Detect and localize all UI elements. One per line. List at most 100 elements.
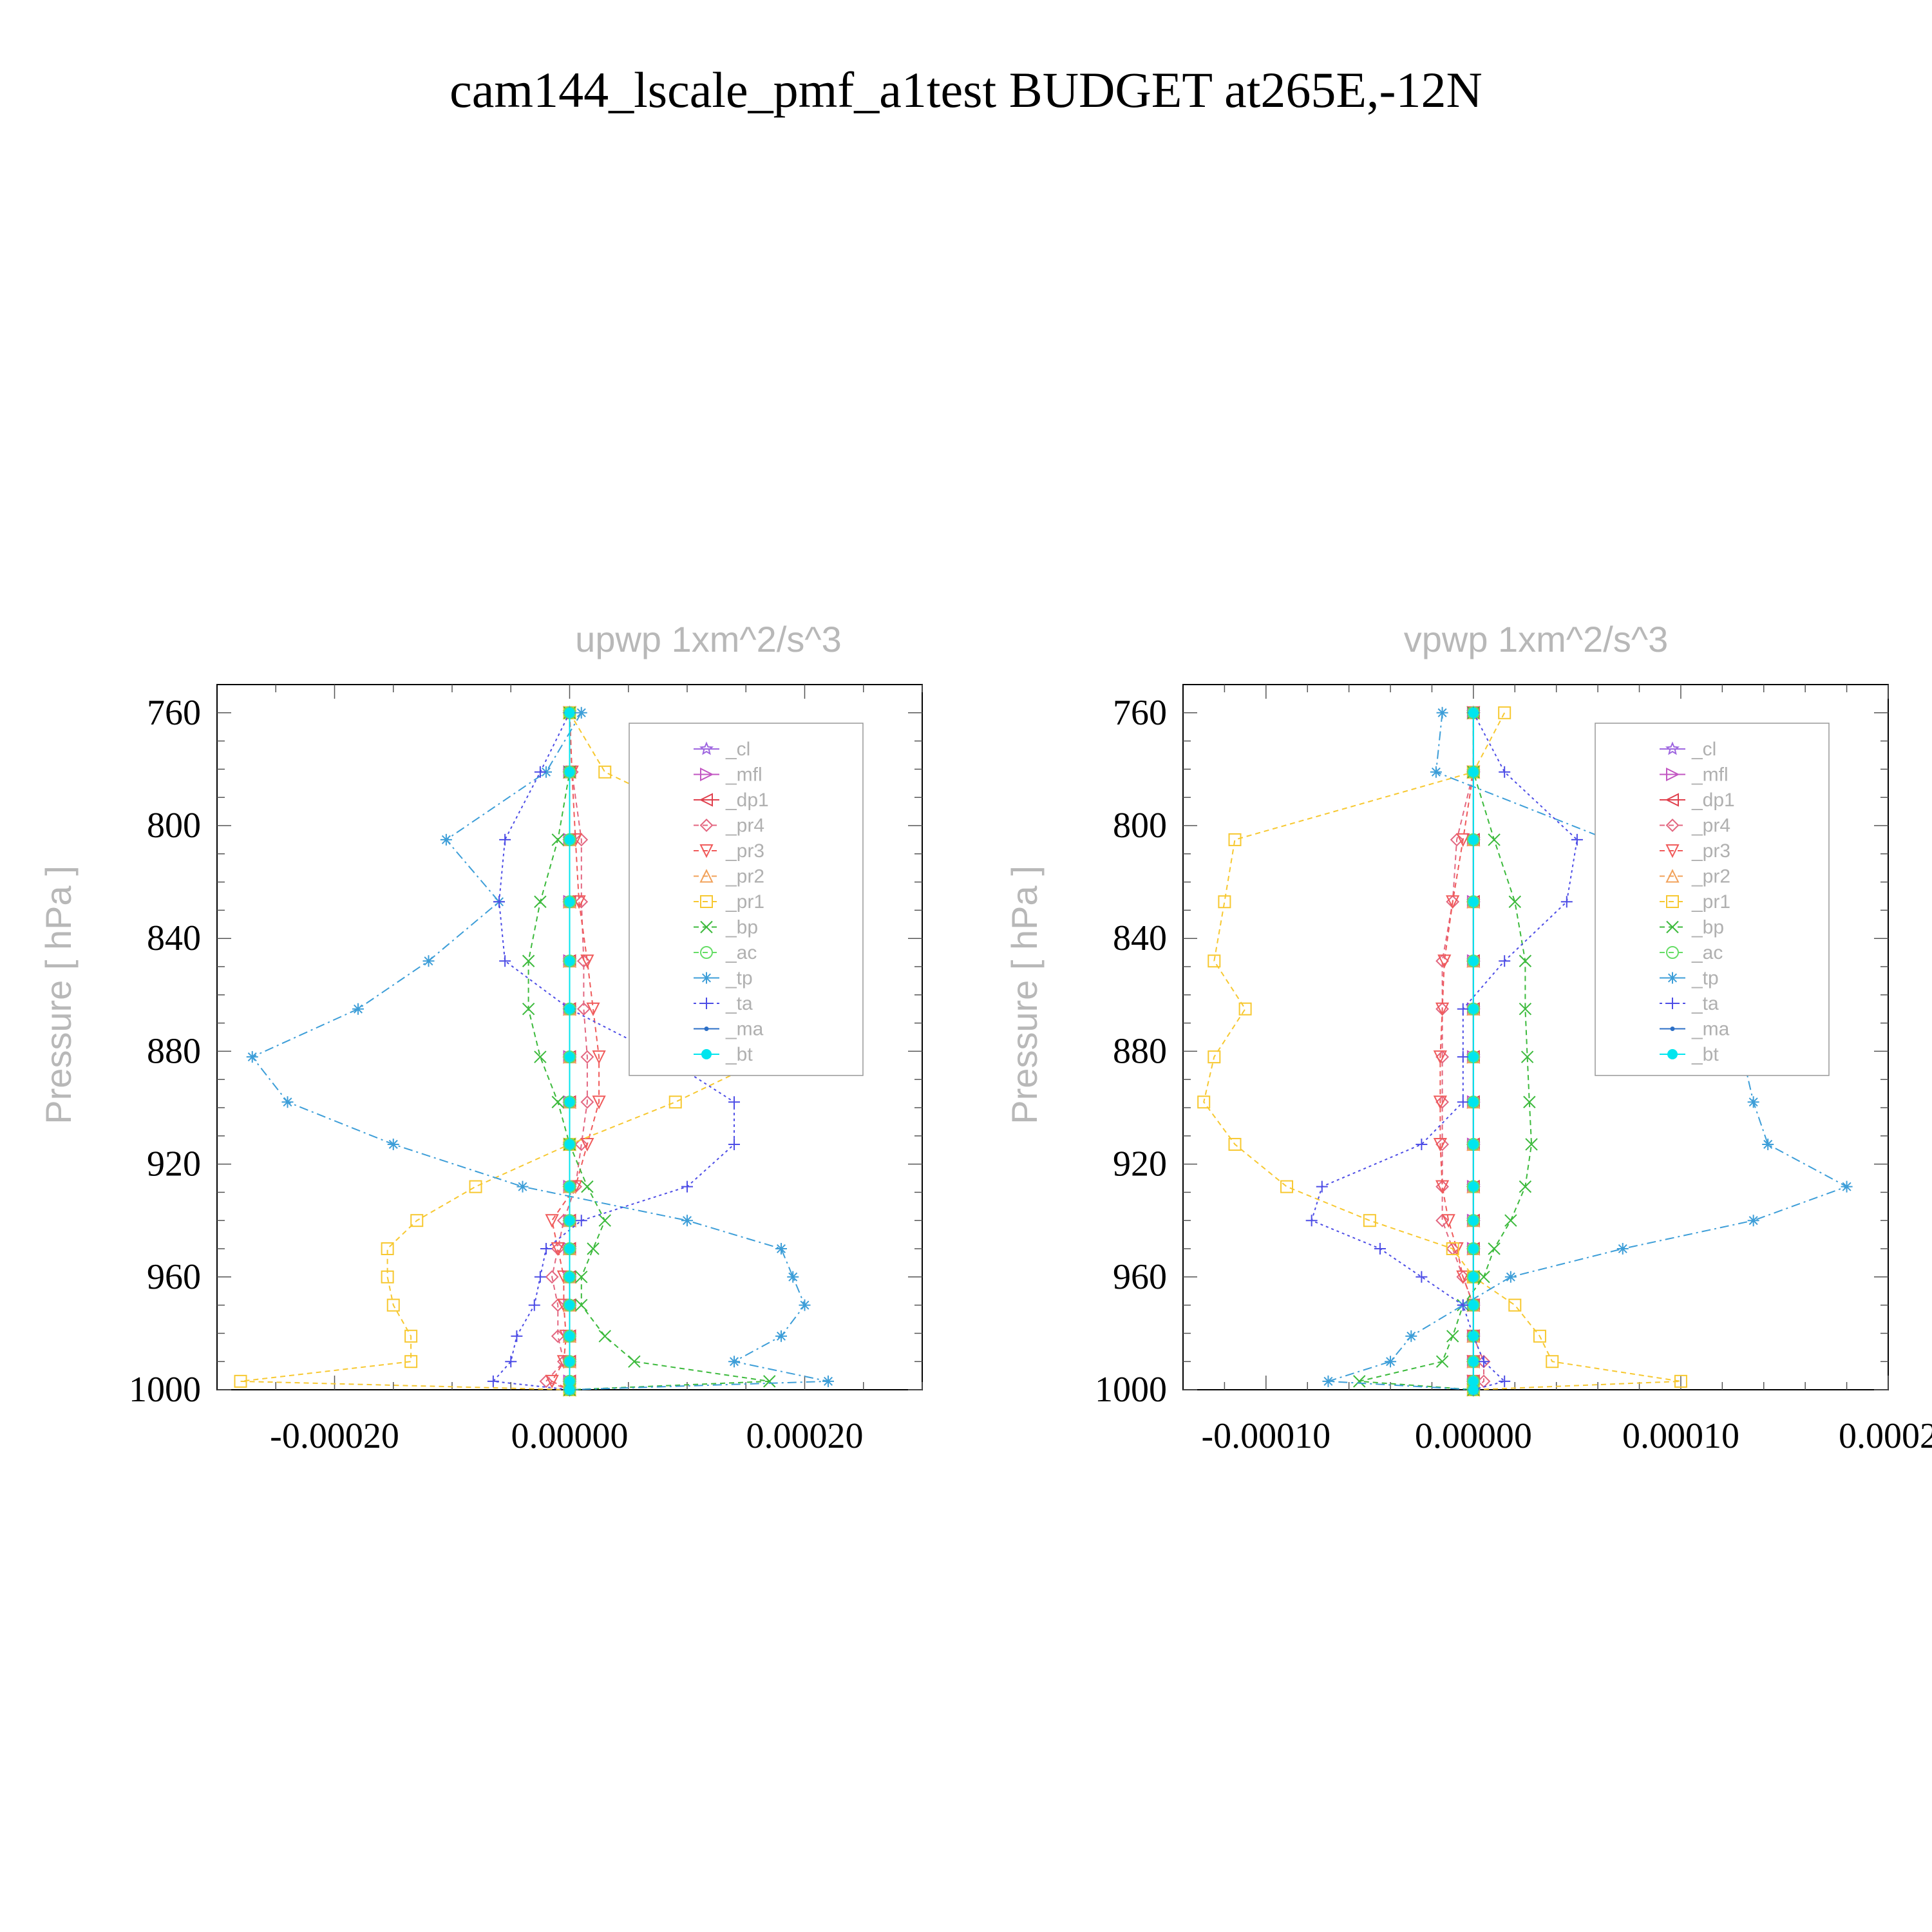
legend: _cl _mfl _dp1 _pr4 _pr3 _pr2 _pr1 _bp _ac _tp _ta _… — [629, 723, 864, 1076]
legend-marker — [699, 741, 714, 755]
data-point — [1363, 1214, 1376, 1227]
data-point — [1468, 1139, 1479, 1150]
data-point — [1280, 1180, 1294, 1193]
legend-marker — [1667, 1049, 1678, 1059]
data-point — [1546, 1355, 1559, 1368]
legend-item: _mfl — [694, 764, 762, 786]
legend: _cl _mfl _dp1 _pr4 _pr3 _pr2 _pr1 _bp _ac _tp _ta _… — [1595, 723, 1830, 1076]
data-point — [522, 954, 535, 967]
legend-marker — [704, 1027, 709, 1031]
data-point — [1519, 954, 1532, 967]
data-point — [763, 1375, 776, 1388]
data-point — [1374, 1243, 1386, 1255]
legend-marker — [701, 972, 712, 984]
data-point — [580, 1095, 594, 1109]
data-point — [1446, 1330, 1459, 1343]
legend-label: _bp — [1691, 917, 1724, 938]
data-point — [681, 1215, 693, 1227]
data-point — [1353, 1375, 1366, 1388]
data-point — [564, 1097, 575, 1108]
data-point — [1477, 1374, 1491, 1388]
legend-label: _pr4 — [725, 815, 764, 837]
data-point — [1560, 896, 1573, 908]
series-line — [1441, 712, 1484, 1390]
data-point — [422, 955, 435, 967]
data-point — [574, 895, 589, 909]
data-point — [440, 833, 452, 846]
y-tick-label: 840 — [147, 918, 201, 958]
data-point — [1498, 706, 1511, 719]
data-point — [1446, 895, 1460, 909]
data-point — [575, 1215, 587, 1227]
data-point — [1508, 1298, 1522, 1312]
legend-marker — [1665, 793, 1679, 807]
y-axis-label: Pressure [ hPa ] — [1004, 866, 1045, 1124]
legend-marker — [701, 998, 712, 1009]
legend-item: _tp — [1660, 968, 1719, 989]
legend-marker — [699, 844, 714, 858]
data-point — [1468, 1215, 1479, 1226]
data-point — [1468, 1003, 1479, 1014]
legend-label: _ma — [1691, 1019, 1730, 1040]
data-point — [1208, 954, 1221, 968]
panel-upwp: upwp 1xm^2/s^3 Pressure [ hPa ] 760 800 84… — [38, 619, 923, 1456]
data-point — [592, 1050, 606, 1065]
data-point — [1228, 1137, 1242, 1151]
y-tick-label: 960 — [1113, 1257, 1167, 1297]
legend-marker — [1665, 869, 1680, 883]
data-point — [1446, 1242, 1459, 1255]
legend-label: _dp1 — [1691, 790, 1735, 811]
data-point — [572, 895, 586, 909]
data-point — [1508, 895, 1521, 908]
data-point — [1499, 1375, 1511, 1387]
data-point — [668, 1095, 682, 1109]
legend-item: _pr3 — [1660, 840, 1730, 862]
series-bt — [1468, 707, 1479, 1395]
data-point — [564, 1244, 575, 1254]
data-point — [775, 1330, 787, 1342]
data-point — [564, 834, 575, 845]
data-point — [1762, 1138, 1774, 1150]
data-point — [1468, 707, 1479, 718]
data-point — [564, 1356, 575, 1367]
data-point — [799, 1299, 811, 1311]
panel-title: vpwp 1xm^2/s^3 — [1404, 619, 1668, 659]
legend-marker — [1665, 819, 1680, 832]
data-point — [1616, 1243, 1629, 1255]
data-point — [1218, 895, 1231, 909]
data-point — [1208, 1050, 1221, 1064]
legend-label: _bt — [1691, 1044, 1719, 1065]
data-point — [1435, 954, 1449, 968]
data-point — [1441, 1214, 1455, 1228]
legend-item: _pr3 — [694, 840, 764, 862]
legend-marker — [1665, 844, 1680, 858]
data-point — [587, 1242, 600, 1255]
data-point — [540, 766, 552, 778]
data-point — [1525, 1138, 1538, 1151]
data-point — [1450, 833, 1464, 847]
data-point — [410, 1214, 424, 1227]
series-bt — [564, 707, 575, 1395]
legend-label: _ta — [725, 993, 753, 1014]
y-tick-label: 1000 — [1095, 1370, 1167, 1410]
legend-marker — [699, 793, 713, 807]
legend-item: _pr2 — [1660, 866, 1730, 887]
data-point — [564, 766, 575, 777]
plot-area — [234, 705, 834, 1397]
data-point — [1305, 1215, 1318, 1227]
data-point — [551, 1095, 564, 1108]
data-point — [580, 1050, 594, 1064]
data-point — [505, 1356, 517, 1368]
data-point — [234, 1374, 247, 1388]
legend-item: _ac — [1660, 942, 1723, 963]
legend-marker — [700, 920, 713, 934]
data-point — [681, 1180, 693, 1193]
data-point — [1228, 833, 1242, 846]
data-point — [1197, 1095, 1211, 1109]
data-point — [787, 1271, 799, 1283]
data-point — [580, 954, 594, 969]
data-point — [381, 1270, 394, 1283]
legend-label: _pr4 — [1691, 815, 1730, 837]
data-point — [598, 1330, 611, 1343]
